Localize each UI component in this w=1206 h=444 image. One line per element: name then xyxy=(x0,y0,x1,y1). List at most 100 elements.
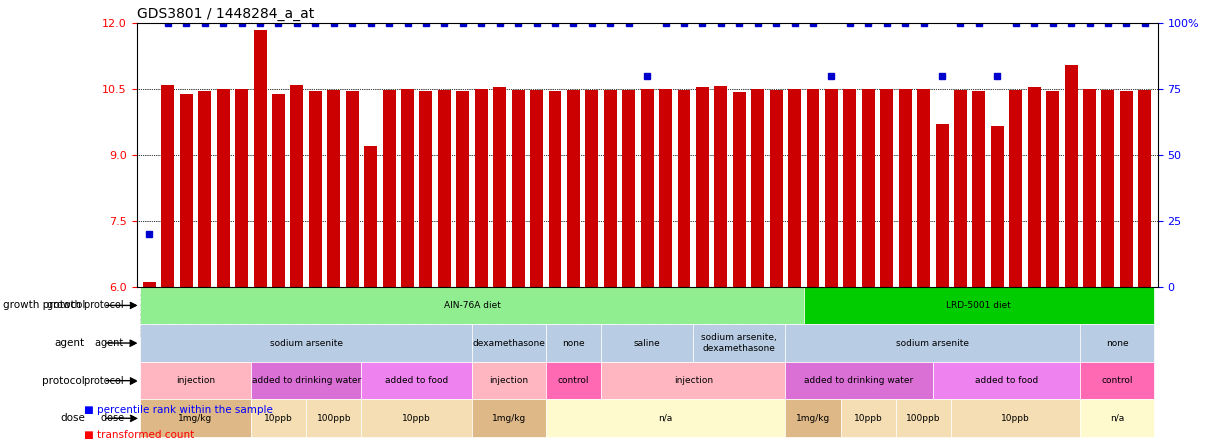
Bar xyxy=(549,91,562,444)
Text: GDS3801 / 1448284_a_at: GDS3801 / 1448284_a_at xyxy=(136,7,314,21)
Text: sodium arsenite: sodium arsenite xyxy=(896,338,970,348)
Bar xyxy=(604,91,616,444)
Bar xyxy=(896,400,952,437)
Bar xyxy=(144,282,156,444)
Bar xyxy=(217,89,229,444)
Bar xyxy=(660,89,672,444)
Bar xyxy=(1083,89,1096,444)
Text: 10ppb: 10ppb xyxy=(264,414,293,423)
Bar xyxy=(622,91,636,444)
Bar xyxy=(402,89,414,444)
Bar xyxy=(1046,91,1059,444)
Bar xyxy=(841,400,896,437)
Text: LRD-5001 diet: LRD-5001 diet xyxy=(947,301,1012,310)
Bar xyxy=(1081,362,1154,400)
Text: 100ppb: 100ppb xyxy=(316,414,351,423)
Bar xyxy=(382,91,396,444)
Text: dose: dose xyxy=(60,413,84,423)
Text: injection: injection xyxy=(176,376,215,385)
Text: 10ppb: 10ppb xyxy=(403,414,431,423)
Bar xyxy=(785,400,841,437)
Text: dose  ▶: dose ▶ xyxy=(100,413,137,423)
Bar xyxy=(1120,91,1132,444)
Text: n/a: n/a xyxy=(1110,414,1124,423)
Text: injection: injection xyxy=(490,376,528,385)
Bar xyxy=(472,362,546,400)
Bar xyxy=(140,324,472,362)
Text: n/a: n/a xyxy=(658,414,673,423)
Bar xyxy=(932,362,1081,400)
Text: 10ppb: 10ppb xyxy=(854,414,883,423)
Text: 10ppb: 10ppb xyxy=(1001,414,1030,423)
Text: dexamethasone: dexamethasone xyxy=(473,338,545,348)
Bar xyxy=(640,89,654,444)
Bar xyxy=(198,91,211,444)
Bar xyxy=(273,94,285,444)
Bar xyxy=(472,324,546,362)
Bar xyxy=(546,400,785,437)
Bar xyxy=(140,362,251,400)
Text: protocol: protocol xyxy=(42,376,84,386)
Bar xyxy=(1065,65,1077,444)
Bar xyxy=(306,400,362,437)
Bar xyxy=(362,362,472,400)
Bar xyxy=(472,400,546,437)
Text: ■ percentile rank within the sample: ■ percentile rank within the sample xyxy=(84,405,274,415)
Bar xyxy=(1081,324,1154,362)
Bar xyxy=(511,91,525,444)
Bar xyxy=(804,287,1154,324)
Bar xyxy=(546,362,601,400)
Text: AIN-76A diet: AIN-76A diet xyxy=(444,301,500,310)
Bar xyxy=(954,91,967,444)
Bar xyxy=(918,89,930,444)
Bar xyxy=(180,94,193,444)
Text: sodium arsenite: sodium arsenite xyxy=(270,338,343,348)
Bar xyxy=(1028,87,1041,444)
Bar xyxy=(825,89,838,444)
Text: control: control xyxy=(1101,376,1132,385)
Bar xyxy=(364,146,377,444)
Bar xyxy=(601,362,785,400)
Bar xyxy=(693,324,785,362)
Bar xyxy=(807,89,819,444)
Text: 1mg/kg: 1mg/kg xyxy=(492,414,526,423)
Text: none: none xyxy=(1106,338,1129,348)
Text: added to drinking water: added to drinking water xyxy=(252,376,361,385)
Bar xyxy=(475,89,487,444)
Bar xyxy=(862,89,874,444)
Bar xyxy=(843,89,856,444)
Bar xyxy=(309,91,322,444)
Bar xyxy=(789,89,801,444)
Bar xyxy=(785,362,932,400)
Bar xyxy=(1138,91,1152,444)
Bar xyxy=(751,89,765,444)
Bar xyxy=(162,85,175,444)
Bar xyxy=(140,400,251,437)
Text: agent  ▶: agent ▶ xyxy=(95,338,137,348)
Bar xyxy=(346,91,358,444)
Text: none: none xyxy=(562,338,585,348)
Bar xyxy=(601,324,693,362)
Bar xyxy=(140,287,804,324)
Bar xyxy=(253,30,267,444)
Bar xyxy=(898,89,912,444)
Text: injection: injection xyxy=(674,376,713,385)
Bar xyxy=(251,362,362,400)
Text: added to food: added to food xyxy=(385,376,449,385)
Bar xyxy=(438,90,451,444)
Bar xyxy=(1101,91,1114,444)
Bar xyxy=(1081,400,1154,437)
Bar xyxy=(733,92,745,444)
Bar xyxy=(991,127,1003,444)
Text: agent: agent xyxy=(54,338,84,348)
Bar xyxy=(362,400,472,437)
Text: growth protocol: growth protocol xyxy=(2,301,84,310)
Bar xyxy=(327,91,340,444)
Text: ■ transformed count: ■ transformed count xyxy=(84,429,194,440)
Bar xyxy=(769,90,783,444)
Bar xyxy=(235,89,248,444)
Bar xyxy=(785,324,1081,362)
Text: added to drinking water: added to drinking water xyxy=(804,376,914,385)
Bar xyxy=(936,124,948,444)
Bar xyxy=(880,89,894,444)
